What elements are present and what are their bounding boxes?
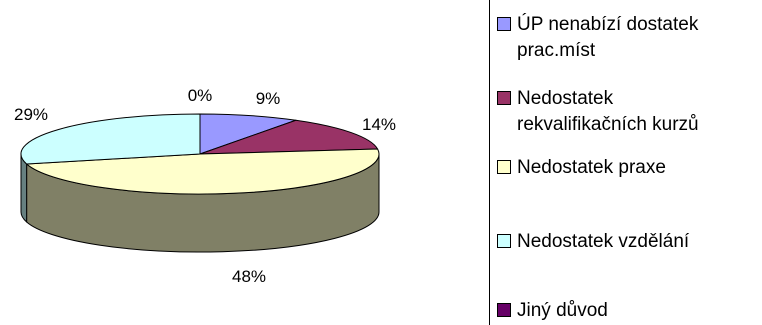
legend-swatch (497, 160, 511, 174)
slice-0 (199, 113, 297, 155)
legend-swatch (497, 303, 511, 317)
legend-label: ÚP nenabízí dostatek prac.míst (517, 14, 699, 61)
data-label-0: 9% (256, 89, 281, 108)
legend-label: Nedostatek rekvalifikačních kurzů (517, 88, 699, 135)
legend-swatch (497, 234, 511, 248)
pie-slices (20, 113, 380, 195)
legend-swatch (497, 17, 511, 31)
slice-2 (26, 148, 380, 195)
legend-item-vzdelani: Nedostatek vzdělání (490, 229, 762, 255)
pie-chart: 9% 14% 48% 29% 0% (14, 86, 396, 286)
slice-3 (20, 113, 201, 165)
legend-item-rekvalifikace: Nedostatek rekvalifikačních kurzů (490, 86, 762, 138)
legend: ÚP nenabízí dostatek prac.míst Nedostate… (489, 0, 762, 325)
legend-item-praxe: Nedostatek praxe (490, 155, 762, 181)
legend-swatch (497, 91, 511, 105)
legend-item-up-nenabizi: ÚP nenabízí dostatek prac.míst (490, 12, 762, 64)
data-label-4: 0% (188, 86, 213, 105)
data-label-3: 29% (14, 105, 48, 124)
legend-item-jiny-duvod: Jiný důvod (490, 298, 762, 324)
legend-label: Nedostatek vzdělání (517, 231, 690, 252)
legend-label: Nedostatek praxe (517, 157, 666, 178)
pie-data-labels: 9% 14% 48% 29% 0% (14, 86, 396, 286)
slice-side-3 (20, 153, 28, 223)
slice-1 (199, 119, 379, 155)
data-label-1: 14% (362, 115, 396, 134)
legend-label: Jiný důvod (517, 300, 608, 321)
data-label-2: 48% (232, 267, 266, 286)
